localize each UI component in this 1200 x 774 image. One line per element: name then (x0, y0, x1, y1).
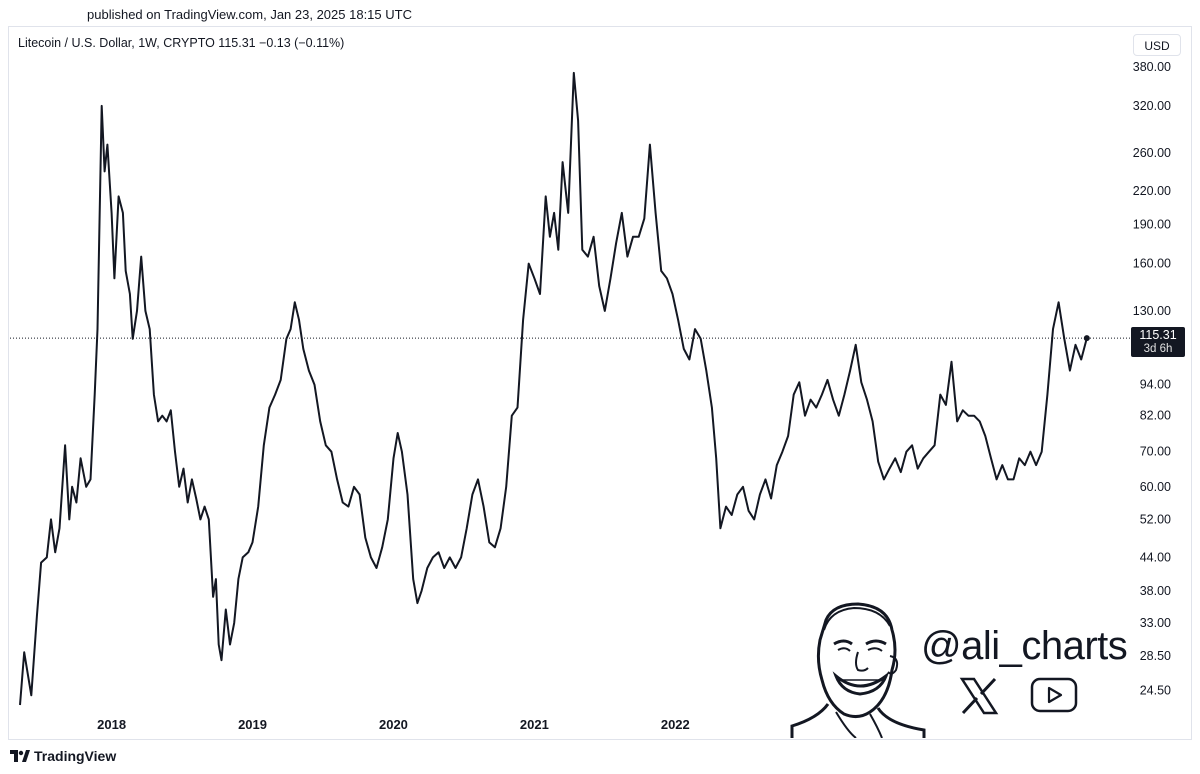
y-tick-label: 44.00 (1140, 550, 1171, 564)
y-tick-label: 33.00 (1140, 616, 1171, 630)
y-tick-label: 82.00 (1140, 409, 1171, 423)
tradingview-logo-icon (10, 750, 30, 762)
cartoon-face-avatar (790, 602, 926, 738)
watermark-handle: @ali_charts (921, 624, 1128, 668)
y-tick-label: 24.50 (1140, 684, 1171, 698)
y-tick-label: 70.00 (1140, 445, 1171, 459)
y-tick-label: 260.00 (1133, 146, 1171, 160)
y-tick-label: 160.00 (1133, 257, 1171, 271)
y-tick-label: 220.00 (1133, 184, 1171, 198)
published-caption: published on TradingView.com, Jan 23, 20… (87, 7, 412, 22)
last-price-value: 115.31 (1139, 328, 1177, 342)
y-axis: 24.50 28.50 33.00 38.00 44.00 52.00 60.00 70.00… (1133, 60, 1171, 698)
x-logo-icon (959, 677, 999, 715)
x-axis: 2018 2019 2020 2021 2022 (97, 717, 690, 732)
tradingview-logo[interactable]: TradingView (10, 748, 116, 764)
x-tick-label: 2022 (661, 717, 690, 732)
last-price-badge: 115.31 3d 6h (1131, 327, 1185, 357)
y-tick-label: 28.50 (1140, 649, 1171, 663)
y-tick-label: 320.00 (1133, 99, 1171, 113)
youtube-icon (1030, 677, 1078, 713)
x-tick-label: 2019 (238, 717, 267, 732)
price-series-line (19, 71, 1088, 706)
y-tick-label: 380.00 (1133, 60, 1171, 74)
y-tick-label: 94.00 (1140, 378, 1171, 392)
bar-countdown: 3d 6h (1143, 343, 1173, 355)
x-tick-label: 2018 (97, 717, 126, 732)
y-tick-label: 190.00 (1133, 218, 1171, 232)
x-tick-label: 2020 (379, 717, 408, 732)
symbol-legend: Litecoin / U.S. Dollar, 1W, CRYPTO 115.3… (18, 36, 345, 50)
y-tick-label: 60.00 (1140, 480, 1171, 494)
y-tick-label: 52.00 (1140, 512, 1171, 526)
y-tick-label: 130.00 (1133, 304, 1171, 318)
y-tick-label: 38.00 (1140, 584, 1171, 598)
chart-frame (8, 26, 1192, 740)
x-tick-label: 2021 (520, 717, 549, 732)
last-price-dot (1083, 335, 1090, 342)
tradingview-brand-text: TradingView (34, 748, 117, 764)
currency-button[interactable]: USD (1133, 34, 1181, 56)
